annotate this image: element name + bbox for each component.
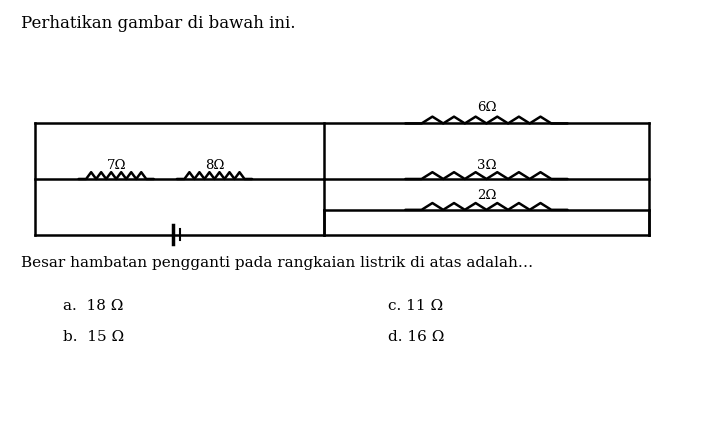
Text: b.  15 Ω: b. 15 Ω [63, 330, 125, 344]
Text: 7Ω: 7Ω [106, 159, 126, 172]
Text: Perhatikan gambar di bawah ini.: Perhatikan gambar di bawah ini. [21, 16, 295, 32]
Text: 3Ω: 3Ω [477, 159, 496, 172]
Text: 8Ω: 8Ω [204, 159, 224, 172]
Text: a.  18 Ω: a. 18 Ω [63, 299, 124, 313]
Text: 6Ω: 6Ω [477, 101, 496, 114]
Text: Besar hambatan pengganti pada rangkaian listrik di atas adalah…: Besar hambatan pengganti pada rangkaian … [21, 256, 533, 270]
Text: 2Ω: 2Ω [477, 189, 496, 203]
Text: c. 11 Ω: c. 11 Ω [388, 299, 443, 313]
Text: d. 16 Ω: d. 16 Ω [388, 330, 444, 344]
